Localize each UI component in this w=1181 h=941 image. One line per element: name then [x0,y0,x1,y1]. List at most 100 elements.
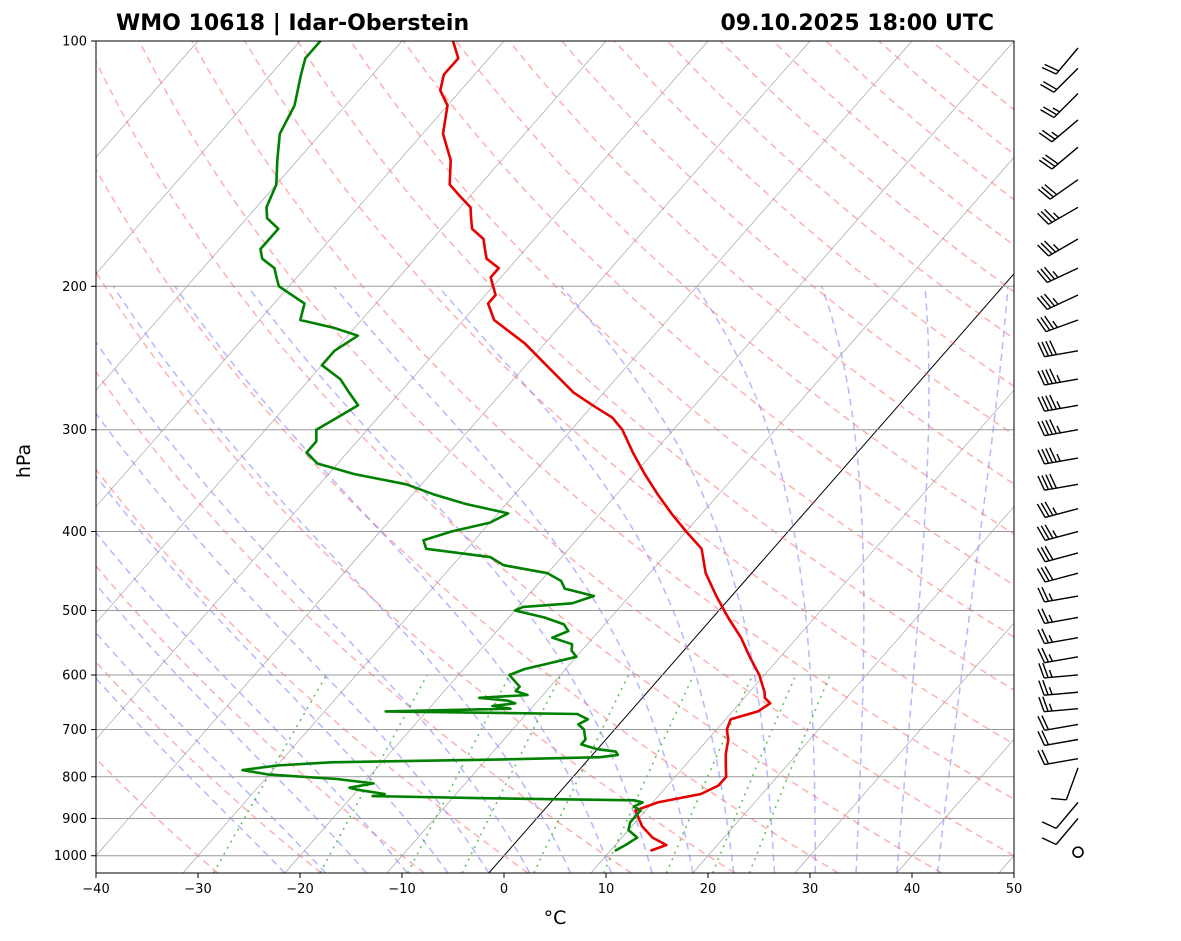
wind-barb-full [1037,342,1046,357]
x-tick-label: 50 [1006,882,1023,897]
y-tick-label: 800 [62,770,87,785]
wind-barb-full [1040,268,1052,282]
y-tick-label: 300 [62,423,87,438]
wind-barb-full [1037,731,1046,746]
wind-barb-full [1037,475,1046,491]
wind-barb-full [1042,696,1049,712]
wind-barb [1036,501,1079,519]
wind-barb [1037,730,1079,747]
wind-barb-staff [1044,572,1079,583]
mixing-ratio-line [533,674,630,873]
wind-barb [1037,368,1079,386]
wind-barb [1036,524,1079,541]
wind-barb-full [1049,419,1057,434]
wind-barb [1036,566,1079,583]
wind-barb-staff [1051,119,1079,143]
wind-barb-staff [1046,294,1079,311]
wind-barb [1050,767,1079,801]
wind-barb-full [1038,663,1045,679]
moist-adiabat-line [821,286,865,873]
wind-barb-staff [1044,637,1079,645]
wind-barb-full [1043,81,1058,91]
wind-barb [1038,119,1079,143]
wind-barb-full [1037,587,1046,603]
wind-barb-staff [1048,206,1079,225]
wind-barbs [1036,47,1084,858]
wind-barb-full [1041,628,1050,644]
wind-barb [1037,238,1079,257]
isotherm-line [794,622,1014,873]
wind-barb-full [1038,159,1053,170]
wind-barb-half [1052,244,1060,251]
wind-barb-full [1045,448,1054,463]
wind-barb [1037,447,1079,465]
wind-barb-full [1049,473,1057,489]
moist-adiabat-line [96,474,449,873]
wind-barb-full [1044,63,1060,72]
wind-barb-staff [1044,350,1079,358]
wind-barb-half [1051,131,1059,138]
wind-barb-half [1048,614,1054,623]
wind-barb-staff [1044,378,1079,386]
wind-barb-full [1049,340,1057,355]
wind-barb-full [1045,419,1054,435]
wind-barb-half [1048,593,1054,601]
dry-adiabat-line [244,41,1014,745]
dry-adiabat-line [296,41,1014,691]
wind-barb-full [1041,475,1050,490]
wind-barb-full [1041,837,1057,846]
mixing-ratio-line [212,674,328,873]
dry-adiabat-line [878,41,1014,156]
wind-barb-full [1041,448,1050,464]
wind-barb-staff [1048,238,1079,257]
x-tick-label: −20 [286,882,313,897]
wind-barb-full [1045,369,1054,384]
moist-adiabat-line [246,285,653,873]
wind-barb-full [1041,715,1050,730]
wind-barb [1037,179,1079,200]
wind-barb-full [1036,297,1048,310]
wind-barb-full [1043,106,1058,116]
wind-barb-full [1040,295,1052,309]
wind-barb-full [1041,647,1050,663]
wind-barb [1038,680,1079,696]
moist-adiabat-line [96,677,286,873]
background-lines [96,41,1014,873]
moist-adiabat-line [96,583,368,873]
wind-barb-half [1056,401,1061,409]
wind-barb-half [1056,374,1061,383]
wind-barb-full [1044,184,1058,196]
dry-adiabat-line [614,41,1014,388]
moist-adiabat-line [936,286,1009,873]
x-tick-label: 30 [802,882,819,897]
moist-adiabat-line [112,285,572,873]
wind-barb-full [1041,66,1057,75]
isotherm-line [96,41,811,857]
wind-barb-staff [1053,93,1079,119]
dry-adiabat-line [96,660,322,873]
dry-adiabat-line [508,41,1014,485]
dry-adiabat-line [825,41,1014,201]
wind-barb-full [1041,586,1050,602]
dry-adiabat-line [138,41,1014,857]
sounding-profiles [241,41,772,852]
wind-barb-staff [1044,457,1079,465]
y-axis-label: hPa [13,444,35,478]
wind-barb-full [1036,547,1046,563]
wind-barb-half [1048,669,1053,678]
isotherm-line [182,41,913,873]
wind-barb-staff [1044,530,1079,541]
wind-barb-full [1041,730,1050,746]
wind-barb-full [1042,662,1049,678]
dry-adiabat-line [96,468,529,873]
wind-barb-full [1041,821,1057,830]
dry-adiabat-line [96,564,425,873]
wind-barb-half [1048,703,1053,712]
dry-adiabat-line [666,41,1014,340]
wind-barb-full [1049,447,1057,463]
wind-barb-full [1040,83,1055,93]
wind-barb-staff [1045,319,1079,333]
mixing-ratio-line [319,674,428,873]
isotherm-line [488,273,1014,873]
wind-barb-staff [1044,595,1079,603]
